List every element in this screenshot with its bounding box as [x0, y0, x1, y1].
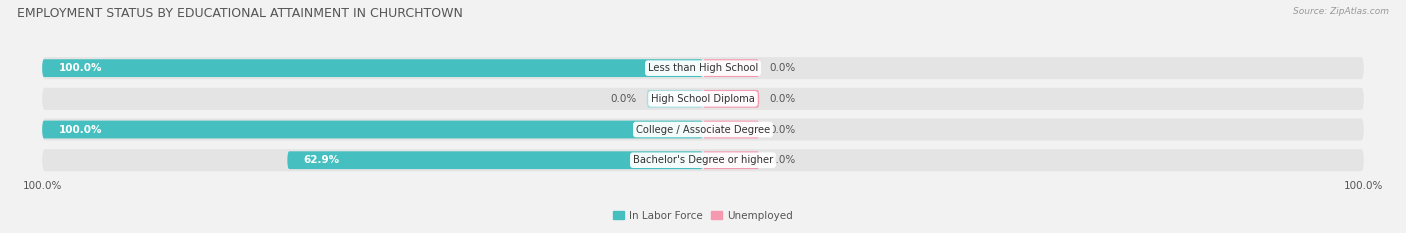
FancyBboxPatch shape — [647, 90, 703, 108]
FancyBboxPatch shape — [703, 90, 759, 108]
Text: 0.0%: 0.0% — [769, 155, 796, 165]
FancyBboxPatch shape — [287, 151, 703, 169]
Text: High School Diploma: High School Diploma — [651, 94, 755, 104]
FancyBboxPatch shape — [42, 149, 1364, 171]
Text: College / Associate Degree: College / Associate Degree — [636, 124, 770, 134]
FancyBboxPatch shape — [42, 59, 703, 77]
Text: 0.0%: 0.0% — [769, 94, 796, 104]
Text: 100.0%: 100.0% — [59, 124, 103, 134]
FancyBboxPatch shape — [703, 59, 759, 77]
Text: Less than High School: Less than High School — [648, 63, 758, 73]
FancyBboxPatch shape — [42, 121, 703, 138]
FancyBboxPatch shape — [42, 88, 1364, 110]
Text: 0.0%: 0.0% — [769, 124, 796, 134]
Text: 0.0%: 0.0% — [610, 94, 637, 104]
Text: Bachelor's Degree or higher: Bachelor's Degree or higher — [633, 155, 773, 165]
Text: EMPLOYMENT STATUS BY EDUCATIONAL ATTAINMENT IN CHURCHTOWN: EMPLOYMENT STATUS BY EDUCATIONAL ATTAINM… — [17, 7, 463, 20]
Text: 0.0%: 0.0% — [769, 63, 796, 73]
FancyBboxPatch shape — [703, 151, 759, 169]
FancyBboxPatch shape — [42, 118, 1364, 140]
FancyBboxPatch shape — [703, 121, 759, 138]
Legend: In Labor Force, Unemployed: In Labor Force, Unemployed — [609, 206, 797, 225]
Text: 62.9%: 62.9% — [304, 155, 340, 165]
Text: Source: ZipAtlas.com: Source: ZipAtlas.com — [1294, 7, 1389, 16]
Text: 100.0%: 100.0% — [59, 63, 103, 73]
FancyBboxPatch shape — [42, 57, 1364, 79]
